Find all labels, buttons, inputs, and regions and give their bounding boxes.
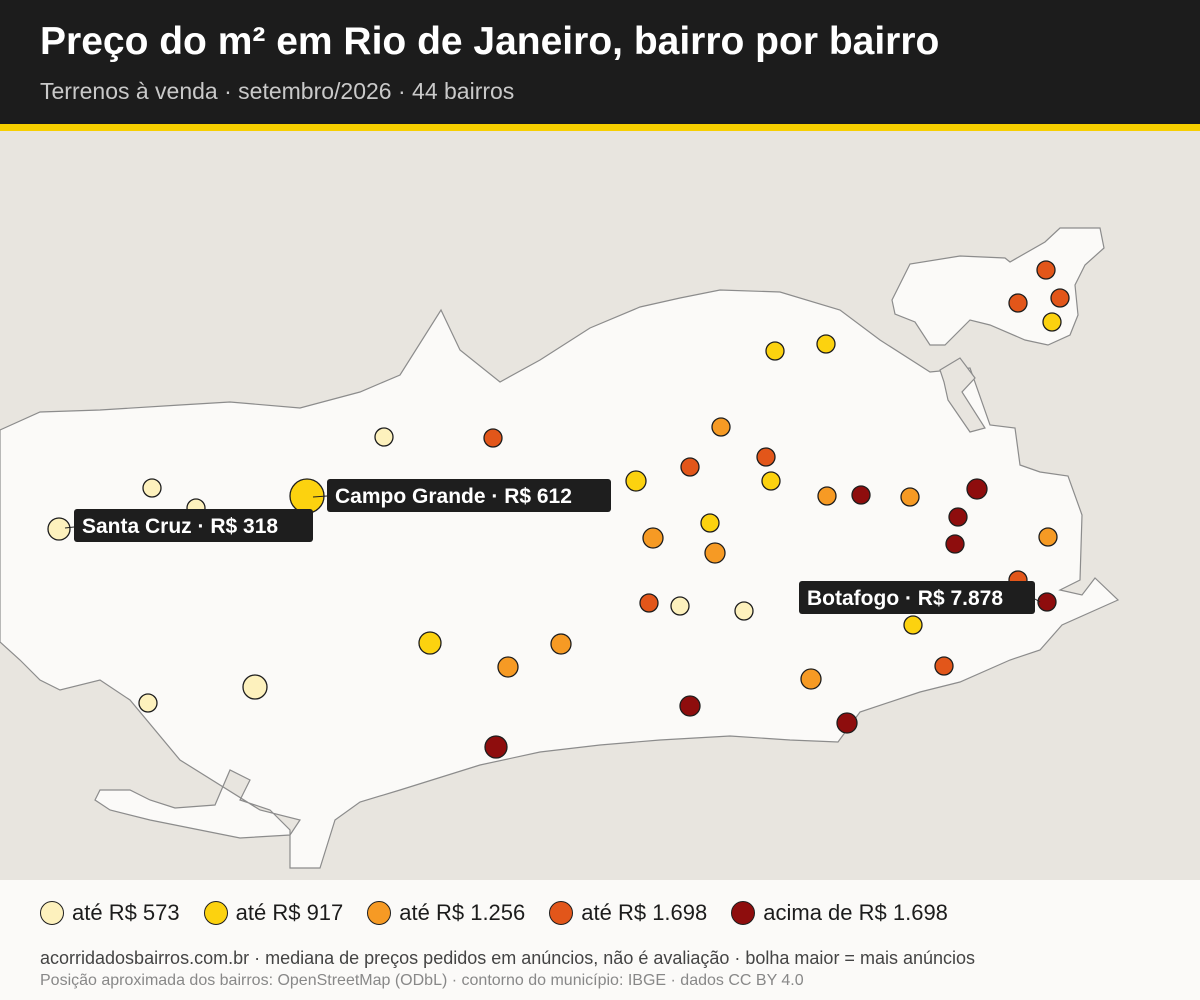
legend-swatch-5	[731, 901, 756, 925]
legend-label-1: até R$ 573	[72, 900, 180, 925]
callout-leader-line	[1034, 598, 1041, 603]
page-subtitle: Terrenos à venda · setembro/2026 · 44 ba…	[40, 78, 515, 104]
neighborhood-bubble[interactable]	[817, 486, 837, 506]
neighborhood-bubble[interactable]	[816, 334, 836, 354]
neighborhood-bubble[interactable]	[711, 417, 731, 437]
neighborhood-bubble[interactable]	[1008, 293, 1028, 313]
page-title: Preço do m² em Rio de Janeiro, bairro po…	[40, 20, 940, 63]
header: Preço do m² em Rio de Janeiro, bairro po…	[0, 0, 1200, 124]
neighborhood-bubble[interactable]	[642, 527, 664, 549]
callout-label: Campo Grande · R$ 612	[312, 479, 611, 512]
neighborhood-bubble[interactable]	[483, 428, 503, 448]
neighborhood-bubble[interactable]	[289, 478, 325, 514]
callout-text: Campo Grande · R$ 612	[335, 485, 572, 508]
callout-text: Botafogo · R$ 7.878	[807, 587, 1003, 610]
legend-label-4: até R$ 1.698	[581, 900, 708, 925]
neighborhood-bubble[interactable]	[138, 693, 158, 713]
neighborhood-bubble[interactable]	[851, 485, 871, 505]
neighborhood-bubble[interactable]	[484, 735, 508, 759]
neighborhood-bubble[interactable]	[242, 674, 268, 700]
neighborhood-bubble[interactable]	[966, 478, 988, 500]
neighborhood-bubble[interactable]	[1042, 312, 1062, 332]
neighborhood-bubble[interactable]	[1038, 527, 1058, 547]
neighborhood-bubble[interactable]	[756, 447, 776, 467]
legend: até R$ 573 até R$ 917 até R$ 1.256 até R…	[40, 896, 972, 930]
accent-bar	[0, 124, 1200, 131]
neighborhood-bubble[interactable]	[418, 631, 442, 655]
callout-label: Botafogo · R$ 7.878	[799, 581, 1041, 614]
bay-inlet	[939, 357, 986, 433]
legend-label-3: até R$ 1.256	[399, 900, 526, 925]
neighborhood-bubble[interactable]	[550, 633, 572, 655]
legend-label-2: até R$ 917	[235, 900, 344, 925]
legend-item-5: acima de R$ 1.698	[731, 900, 948, 926]
neighborhood-bubble[interactable]	[765, 341, 785, 361]
neighborhood-bubble[interactable]	[948, 507, 968, 527]
neighborhood-bubble[interactable]	[142, 478, 162, 498]
legend-swatch-3	[367, 901, 392, 925]
callout-box	[327, 479, 611, 512]
callout-label: Santa Cruz · R$ 318	[64, 509, 313, 542]
neighborhood-bubble[interactable]	[497, 656, 519, 678]
neighborhood-bubble[interactable]	[1036, 260, 1056, 280]
neighborhood-bubble[interactable]	[836, 712, 858, 734]
legend-label-5: acima de R$ 1.698	[763, 900, 948, 925]
footer-source-note: acorridadosbairros.com.br · mediana de p…	[40, 948, 976, 968]
legend-item-1: até R$ 573	[40, 900, 180, 926]
neighborhood-bubble[interactable]	[700, 513, 720, 533]
legend-swatch-1	[40, 901, 64, 925]
neighborhood-bubble[interactable]	[945, 534, 965, 554]
map-area[interactable]: Campo Grande · R$ 612 Santa Cruz · R$ 318…	[0, 131, 1200, 880]
neighborhood-bubble[interactable]	[670, 596, 690, 616]
neighborhood-bubble[interactable]	[680, 457, 700, 477]
neighborhood-bubble[interactable]	[47, 517, 71, 541]
neighborhood-bubble[interactable]	[679, 695, 701, 717]
neighborhood-bubble[interactable]	[625, 470, 647, 492]
neighborhood-bubble[interactable]	[903, 615, 923, 635]
neighborhood-bubble[interactable]	[800, 668, 822, 690]
legend-swatch-2	[203, 901, 228, 925]
footer-attribution: Posição aproximada dos bairros: OpenStre…	[40, 972, 804, 989]
callout-box	[74, 509, 313, 542]
neighborhood-bubble[interactable]	[734, 601, 754, 621]
legend-item-2: até R$ 917	[203, 900, 344, 926]
neighborhood-bubble[interactable]	[374, 427, 394, 447]
map-svg[interactable]: Campo Grande · R$ 612 Santa Cruz · R$ 318…	[0, 131, 1200, 880]
neighborhood-bubble[interactable]	[1050, 288, 1070, 308]
neighborhood-bubble[interactable]	[900, 487, 920, 507]
neighborhood-bubble[interactable]	[639, 593, 659, 613]
legend-item-4: até R$ 1.698	[549, 900, 707, 926]
callout-leader-line	[64, 526, 75, 529]
callout-leader-line	[312, 495, 328, 498]
neighborhood-bubble[interactable]	[761, 471, 781, 491]
neighborhood-bubble[interactable]	[704, 542, 726, 564]
legend-item-3: até R$ 1.256	[367, 900, 525, 926]
neighborhood-bubble[interactable]	[934, 656, 954, 676]
callout-text: Santa Cruz · R$ 318	[82, 515, 278, 538]
callout-box	[799, 581, 1035, 614]
legend-swatch-4	[549, 901, 574, 925]
neighborhood-bubble[interactable]	[1037, 592, 1057, 612]
